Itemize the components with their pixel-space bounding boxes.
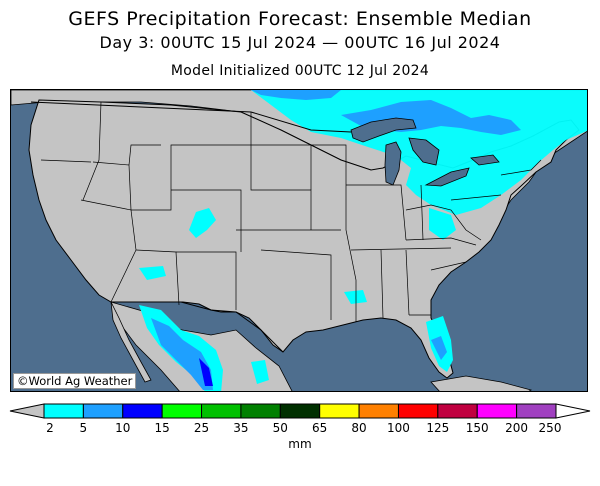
precip-canada-5mm-b [251, 90, 341, 100]
legend-color-cell [516, 403, 557, 419]
legend-units: mm [288, 437, 312, 451]
border-line [500, 159, 542, 176]
legend-color-cell [319, 403, 360, 419]
legend-color-cell [82, 403, 124, 419]
border-line [380, 249, 384, 319]
precip-florida-5mm [431, 336, 447, 360]
legend-tick-label: 5 [79, 421, 88, 435]
border-line [171, 189, 242, 252]
lake-erie [424, 167, 470, 187]
border-line [131, 144, 251, 211]
lake-michigan [384, 141, 402, 186]
legend-tick-label: 25 [193, 421, 210, 435]
legend-tick-label: 35 [233, 421, 249, 435]
precip-ohio-2mm [429, 208, 456, 240]
border-line [405, 249, 410, 316]
precip-arizona-2mm [139, 266, 166, 280]
border-line [82, 101, 102, 201]
color-legend-bar [9, 403, 591, 419]
legend-below-arrow [9, 403, 45, 419]
canada-us-border [30, 101, 352, 133]
map-title: GEFS Precipitation Forecast: Ensemble Me… [68, 8, 532, 30]
legend-tick-label: 125 [426, 421, 450, 435]
legend-tick-label: 2 [46, 421, 54, 435]
lake-huron [408, 137, 440, 166]
lake-superior [350, 117, 417, 143]
legend-color-cell [240, 403, 281, 419]
legend-tick-label: 100 [387, 421, 410, 435]
legend-color-cell [161, 403, 203, 419]
border-line [405, 204, 482, 241]
legend-tick-label: 250 [538, 421, 562, 435]
border-line [40, 159, 92, 163]
legend-color-cell [122, 403, 163, 419]
border-line [350, 247, 452, 251]
precip-gulf-2mm [251, 360, 269, 384]
precipitation-map: ©World Ag Weather [10, 89, 588, 392]
border-line [260, 249, 332, 320]
legend-above-arrow [555, 403, 591, 419]
legend-tick-label: 15 [154, 421, 170, 435]
border-line [250, 112, 312, 230]
legend-color-cell [358, 403, 399, 419]
baja-california [110, 301, 152, 383]
precip-colorado-2mm [189, 208, 216, 238]
legend-tick-label: 65 [312, 421, 328, 435]
border-line [80, 161, 132, 211]
init-time: Model Initialized 00UTC 12 Jul 2024 [170, 63, 430, 79]
legend-tick-label: 200 [505, 421, 529, 435]
border-line [430, 261, 467, 271]
valid-period: Day 3: 00UTC 15 Jul 2024 — 00UTC 16 Jul … [99, 33, 501, 52]
legend-color-cell [279, 403, 321, 419]
legend-color-cell [437, 403, 478, 419]
border-line [128, 144, 161, 166]
map-credit: ©World Ag Weather [13, 373, 137, 389]
border-line [346, 184, 407, 241]
great-lakes [350, 117, 500, 187]
border-line [311, 144, 357, 322]
legend-tick-label: 10 [115, 421, 131, 435]
precip-mexico-10mm [199, 358, 213, 386]
legend-tick-label: 80 [351, 421, 367, 435]
precip-mexico-5mm [151, 318, 213, 390]
lake-ontario [470, 154, 500, 166]
border-line [420, 184, 424, 241]
legend-tick-label: 150 [465, 421, 489, 435]
legend-color-cell [476, 403, 518, 419]
legend-color-cell [201, 403, 242, 419]
cuba [430, 375, 533, 391]
state-borders [40, 101, 542, 322]
border-line [450, 194, 502, 201]
legend-color-cell [397, 403, 439, 419]
map-canvas [11, 90, 587, 391]
border-line [176, 251, 237, 310]
precip-texas-2mm [344, 290, 367, 304]
legend-color-cell [43, 403, 84, 419]
border-line [405, 237, 477, 246]
mexico-us-border [111, 301, 284, 353]
legend-tick-label: 50 [272, 421, 288, 435]
